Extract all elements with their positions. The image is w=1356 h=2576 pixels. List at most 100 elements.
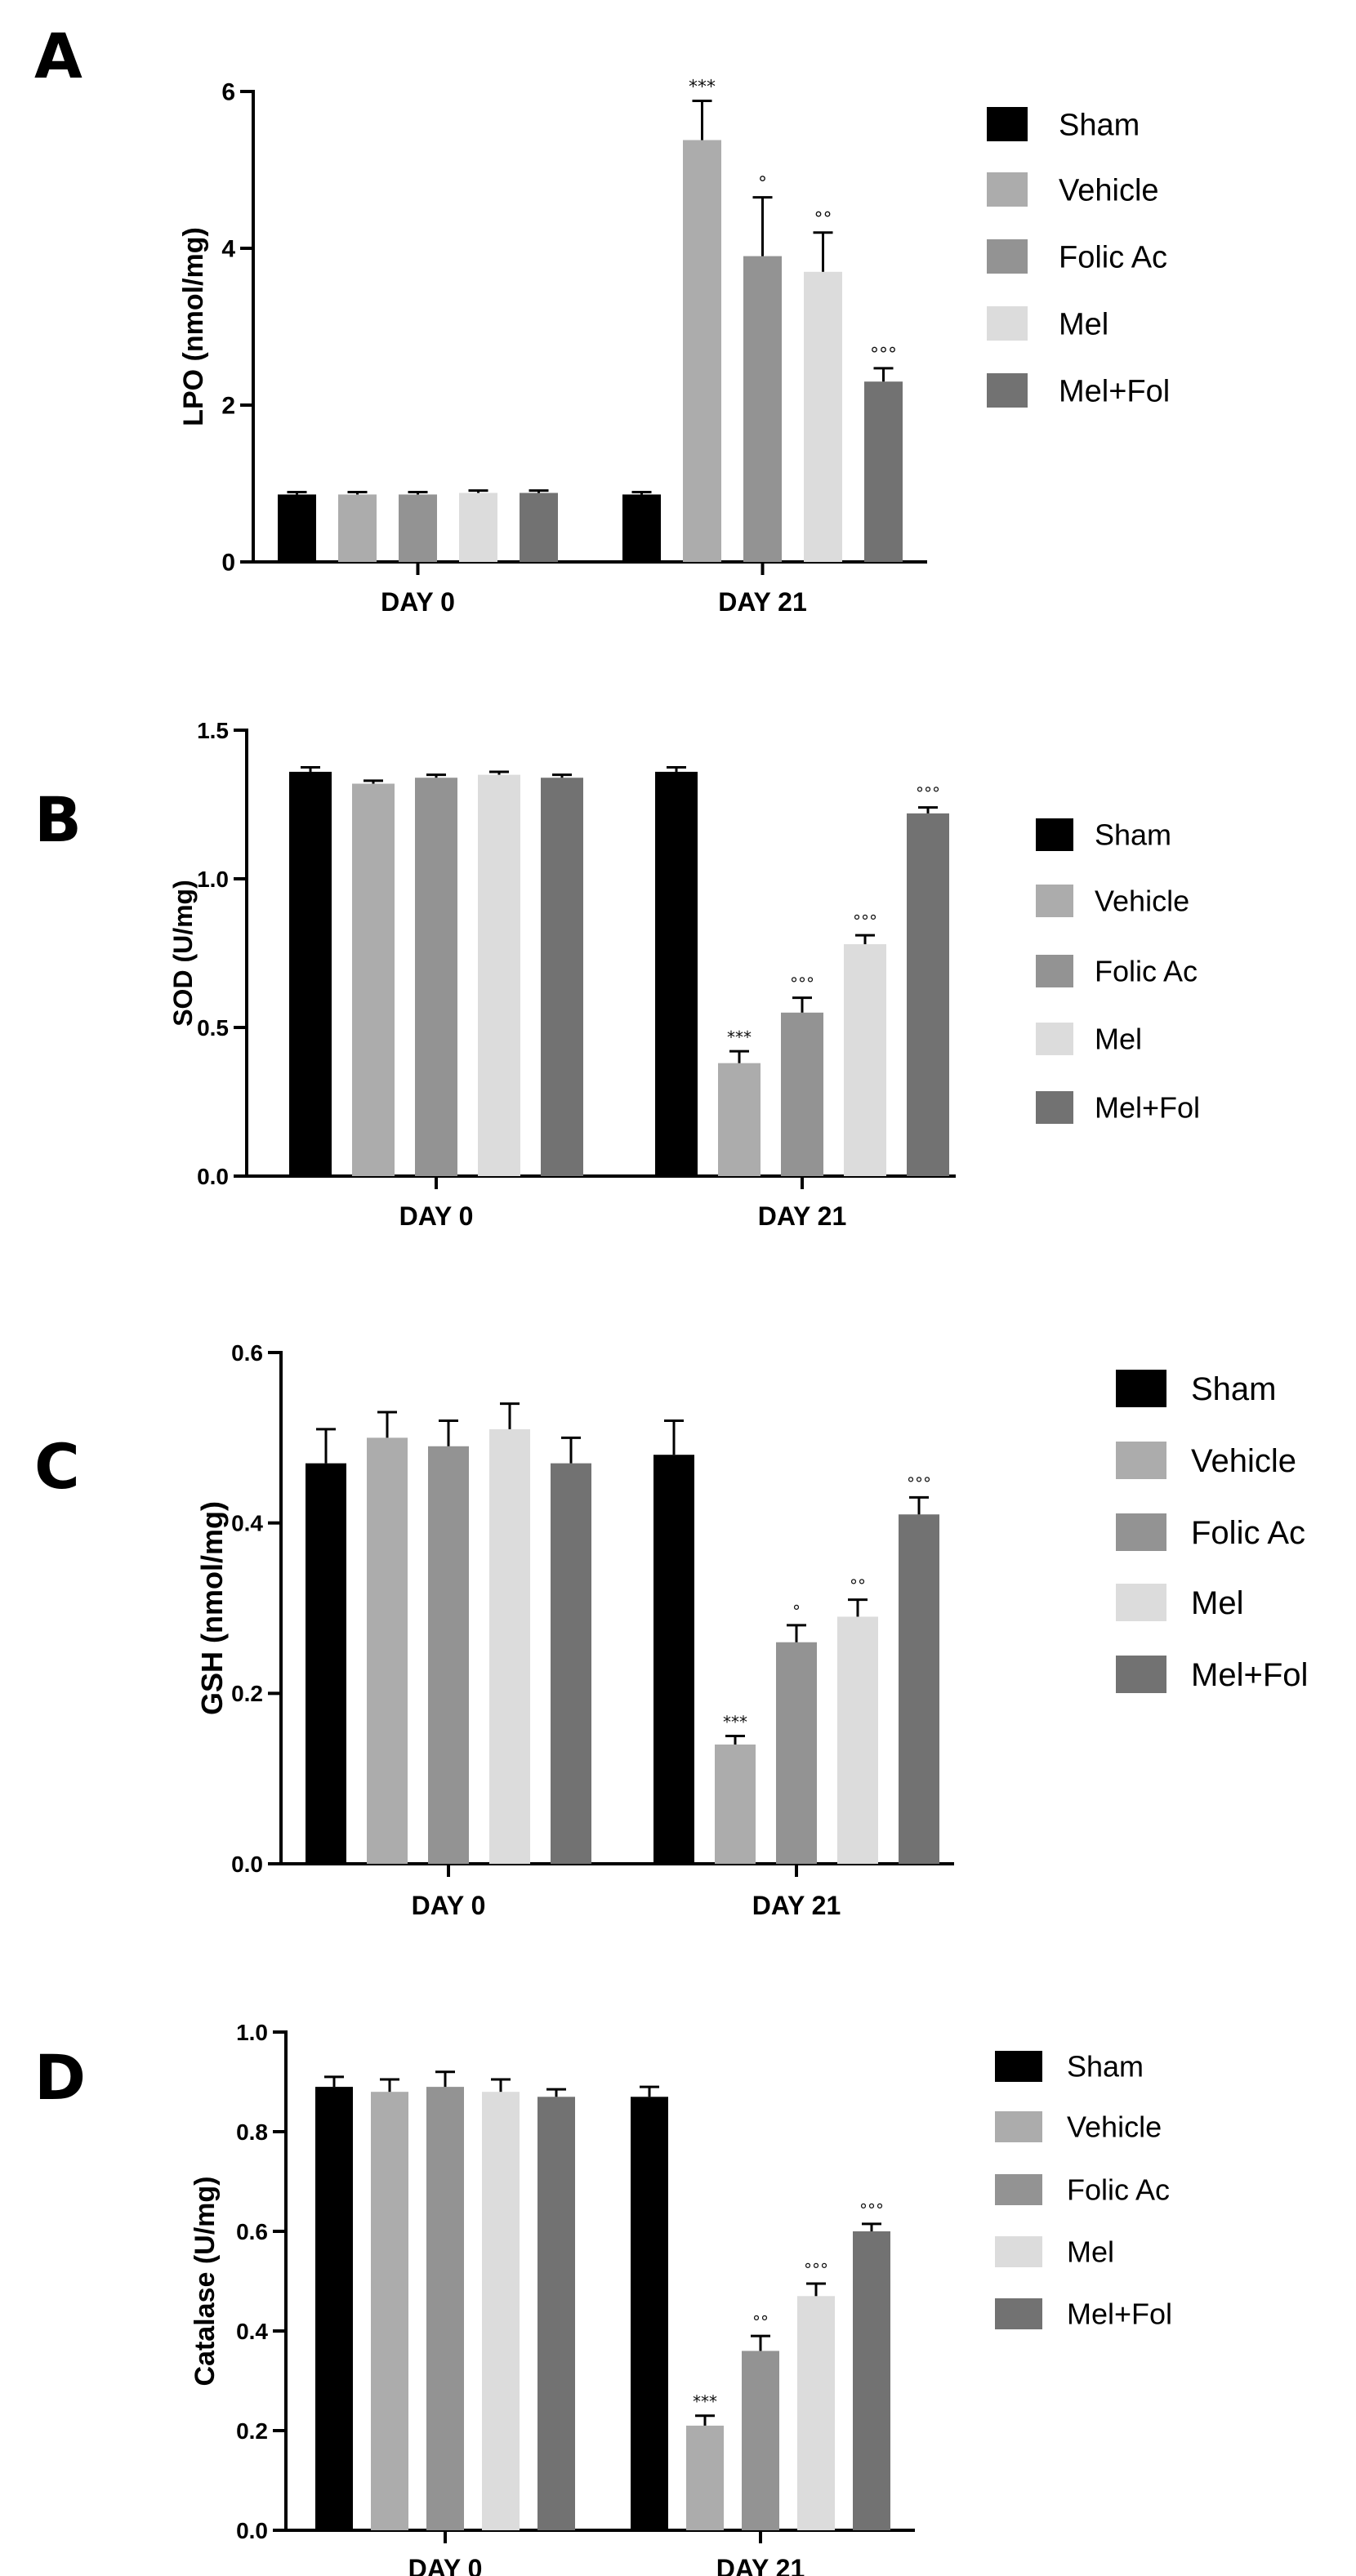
legend-label: Folic Ac bbox=[1059, 240, 1167, 274]
legend-label: Vehicle bbox=[1191, 1443, 1296, 1479]
y-tick-label: 1.0 bbox=[197, 867, 229, 892]
legend-swatch bbox=[995, 2236, 1042, 2267]
y-tick-label: 0.2 bbox=[236, 2418, 268, 2444]
legend-swatch bbox=[987, 172, 1028, 207]
bar-sham-day-21 bbox=[653, 1455, 694, 1864]
bar-vehicle-day-21 bbox=[718, 1063, 761, 1176]
x-category-label: DAY 21 bbox=[716, 2554, 805, 2576]
bar-folic-ac-day-21 bbox=[776, 1642, 817, 1864]
bar-mel-fol-day-21 bbox=[899, 1514, 939, 1864]
legend-label: Mel+Fol bbox=[1067, 2297, 1172, 2331]
bar-mel-fol-day-21 bbox=[864, 381, 903, 562]
bar-folic-ac-day-21 bbox=[781, 1012, 823, 1176]
bar-sham-day-0 bbox=[306, 1463, 346, 1864]
chart-panel-c: C GSH (nmol/mg) 0.0 0.2 0.4 0.6 DAY 0 DAY 21 ***… bbox=[34, 1340, 1308, 1920]
significance-annotation: °°° bbox=[907, 1473, 931, 1493]
y-tick-label: 0.5 bbox=[197, 1015, 229, 1041]
bar-mel-day-21 bbox=[837, 1616, 878, 1864]
legend-swatch bbox=[1036, 818, 1073, 851]
bar-vehicle-day-21 bbox=[686, 2425, 724, 2530]
significance-annotation: *** bbox=[727, 1027, 752, 1047]
legend-label: Mel bbox=[1095, 1023, 1142, 1056]
y-tick-label: 0 bbox=[221, 550, 235, 577]
legend-swatch bbox=[1036, 1091, 1073, 1124]
bar-vehicle-day-0 bbox=[367, 1437, 408, 1864]
legend-label: Sham bbox=[1191, 1371, 1277, 1407]
bar-mel-fol-day-21 bbox=[907, 813, 949, 1176]
legend-swatch bbox=[1116, 1370, 1166, 1407]
legend-label: Mel+Fol bbox=[1095, 1091, 1200, 1125]
legend-swatch bbox=[987, 373, 1028, 408]
significance-annotation: *** bbox=[693, 2392, 717, 2412]
legend-label: Mel bbox=[1067, 2235, 1114, 2269]
significance-annotation: °°° bbox=[853, 911, 877, 931]
bar-mel-day-0 bbox=[489, 1428, 530, 1864]
y-axis-label: SOD (U/mg) bbox=[168, 880, 198, 1027]
x-category-label: DAY 21 bbox=[752, 1891, 841, 1920]
x-category-label: DAY 21 bbox=[758, 1201, 847, 1231]
bar-mel-fol-day-0 bbox=[551, 1463, 591, 1864]
significance-annotation: *** bbox=[723, 1713, 747, 1732]
x-category-label: DAY 0 bbox=[399, 1201, 474, 1231]
y-tick-label: 0.0 bbox=[231, 1852, 263, 1877]
bar-mel-day-0 bbox=[478, 774, 520, 1176]
bar-folic-ac-day-21 bbox=[743, 256, 782, 562]
y-tick-label: 4 bbox=[221, 236, 235, 263]
legend-swatch bbox=[1116, 1584, 1166, 1621]
bar-vehicle-day-0 bbox=[352, 783, 395, 1176]
y-tick-label: 0.8 bbox=[236, 2119, 268, 2145]
panel-letter: A bbox=[34, 20, 83, 92]
y-tick-label: 0.0 bbox=[197, 1164, 229, 1189]
significance-annotation: ° bbox=[792, 1602, 801, 1621]
bar-sham-day-0 bbox=[278, 494, 316, 562]
legend-label: Vehicle bbox=[1067, 2110, 1162, 2144]
legend-label: Mel+Fol bbox=[1059, 374, 1170, 408]
legend-label: Vehicle bbox=[1059, 173, 1159, 207]
y-tick-label: 0.6 bbox=[236, 2219, 268, 2244]
x-category-label: DAY 0 bbox=[381, 587, 455, 617]
bar-mel-day-0 bbox=[459, 492, 497, 562]
significance-annotation: °°° bbox=[916, 784, 940, 804]
bar-folic-ac-day-0 bbox=[415, 778, 457, 1176]
legend-label: Sham bbox=[1095, 818, 1171, 852]
significance-annotation: °° bbox=[752, 2312, 769, 2332]
panel-letter: C bbox=[34, 1430, 80, 1503]
y-tick-label: 6 bbox=[221, 79, 235, 106]
y-axis-label: LPO (nmol/mg) bbox=[178, 227, 209, 426]
bar-vehicle-day-0 bbox=[338, 494, 377, 562]
bar-mel-day-21 bbox=[804, 271, 842, 562]
bar-sham-day-0 bbox=[315, 2087, 353, 2530]
significance-annotation: *** bbox=[689, 78, 716, 98]
bar-mel-fol-day-0 bbox=[520, 492, 558, 562]
bar-folic-ac-day-0 bbox=[399, 494, 437, 562]
legend-swatch bbox=[995, 2174, 1042, 2205]
legend-label: Folic Ac bbox=[1067, 2173, 1170, 2207]
bar-vehicle-day-0 bbox=[371, 2092, 408, 2530]
legend-swatch bbox=[1116, 1513, 1166, 1551]
legend-swatch bbox=[987, 107, 1028, 141]
legend-label: Mel+Fol bbox=[1191, 1657, 1308, 1693]
legend-swatch bbox=[1036, 955, 1073, 987]
bar-sham-day-21 bbox=[655, 771, 698, 1176]
bar-sham-day-0 bbox=[289, 771, 332, 1176]
bar-folic-ac-day-21 bbox=[742, 2351, 779, 2530]
x-category-label: DAY 21 bbox=[718, 587, 807, 617]
legend-swatch bbox=[1036, 1023, 1073, 1055]
panel-letter: D bbox=[34, 2041, 86, 2114]
y-tick-label: 0.6 bbox=[231, 1340, 263, 1366]
legend-label: Mel bbox=[1191, 1585, 1243, 1621]
y-axis-label: Catalase (U/mg) bbox=[190, 2177, 221, 2387]
y-tick-label: 0.0 bbox=[236, 2518, 268, 2543]
legend-swatch bbox=[995, 2298, 1042, 2329]
legend-label: Folic Ac bbox=[1095, 955, 1198, 988]
legend-swatch bbox=[1116, 1656, 1166, 1693]
bar-mel-fol-day-21 bbox=[853, 2231, 890, 2530]
legend-label: Vehicle bbox=[1095, 885, 1189, 918]
bar-vehicle-day-21 bbox=[715, 1744, 756, 1864]
y-tick-label: 0.4 bbox=[236, 2319, 268, 2344]
y-tick-label: 1.5 bbox=[197, 718, 229, 743]
legend-swatch bbox=[1116, 1442, 1166, 1479]
significance-annotation: °°° bbox=[804, 2260, 828, 2280]
